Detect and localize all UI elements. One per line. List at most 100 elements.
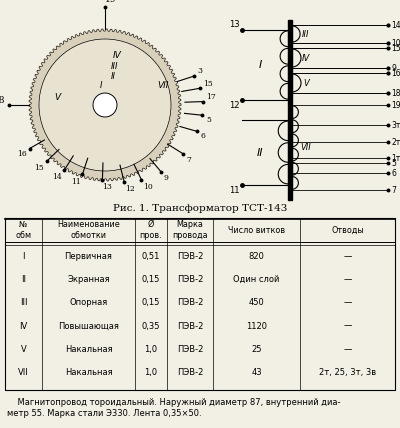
Text: 820: 820	[248, 252, 264, 261]
Text: 19: 19	[105, 0, 116, 3]
Circle shape	[83, 83, 127, 127]
Text: 17: 17	[206, 93, 216, 101]
Polygon shape	[288, 20, 292, 200]
Text: —: —	[343, 275, 352, 284]
Text: 12: 12	[230, 101, 240, 110]
Text: 0,35: 0,35	[142, 321, 160, 330]
Text: 6: 6	[391, 169, 396, 178]
Text: 43: 43	[251, 368, 262, 377]
Text: —: —	[343, 345, 352, 354]
Text: Один слой: Один слой	[233, 275, 280, 284]
Text: 3: 3	[198, 67, 203, 75]
Text: 0,15: 0,15	[142, 275, 160, 284]
Text: 6: 6	[201, 132, 206, 140]
Text: 0,15: 0,15	[142, 298, 160, 307]
Text: V: V	[54, 92, 60, 101]
Text: VII: VII	[157, 80, 169, 89]
Polygon shape	[39, 39, 171, 171]
Text: II: II	[110, 71, 116, 80]
Text: Число витков: Число витков	[228, 226, 285, 235]
Circle shape	[39, 39, 171, 171]
Text: 7: 7	[391, 185, 396, 194]
Text: Рис. 1. Трансформатор ТСТ-143: Рис. 1. Трансформатор ТСТ-143	[113, 203, 287, 212]
Text: VII: VII	[18, 368, 29, 377]
Text: 14: 14	[52, 173, 62, 181]
Text: 3т: 3т	[391, 121, 400, 130]
Text: Опорная: Опорная	[69, 298, 108, 307]
Text: ПЭВ-2: ПЭВ-2	[177, 298, 203, 307]
Text: Накальная: Накальная	[65, 368, 112, 377]
Text: ПЭВ-2: ПЭВ-2	[177, 321, 203, 330]
Text: 2т, 25, 3т, 3в: 2т, 25, 3т, 3в	[319, 368, 376, 377]
Text: 5: 5	[391, 158, 396, 167]
Text: 19: 19	[391, 101, 400, 110]
Text: 0,51: 0,51	[142, 252, 160, 261]
Text: —: —	[343, 298, 352, 307]
Circle shape	[51, 51, 159, 159]
Text: —: —	[343, 252, 352, 261]
Text: I: I	[258, 60, 262, 70]
Text: Наименование
обмотки: Наименование обмотки	[57, 220, 120, 240]
Text: 1т: 1т	[391, 154, 400, 163]
Polygon shape	[63, 63, 147, 147]
Text: 12: 12	[125, 185, 135, 193]
Text: 11: 11	[72, 178, 81, 186]
Text: №
обм: № обм	[16, 220, 32, 240]
Text: III: III	[20, 298, 27, 307]
Text: Экранная: Экранная	[67, 275, 110, 284]
Text: 9: 9	[163, 174, 168, 182]
Text: Повышающая: Повышающая	[58, 321, 119, 330]
Text: 1,0: 1,0	[144, 345, 158, 354]
Text: 1120: 1120	[246, 321, 267, 330]
Text: Первичная: Первичная	[64, 252, 112, 261]
Circle shape	[93, 93, 117, 117]
Text: I: I	[22, 252, 25, 261]
Text: 25: 25	[251, 345, 262, 354]
Text: ПЭВ-2: ПЭВ-2	[177, 275, 203, 284]
Text: 16: 16	[391, 68, 400, 77]
Text: 18: 18	[0, 96, 6, 105]
Polygon shape	[51, 51, 159, 159]
Circle shape	[63, 63, 147, 147]
Text: V: V	[21, 345, 26, 354]
Text: 14: 14	[391, 21, 400, 30]
Text: метр 55. Марка стали Э330. Лента 0,35×50.: метр 55. Марка стали Э330. Лента 0,35×50…	[7, 409, 202, 418]
Text: 13: 13	[102, 184, 112, 191]
Text: 15: 15	[391, 44, 400, 53]
Text: 7: 7	[186, 156, 191, 163]
Text: Ø
пров.: Ø пров.	[140, 220, 162, 240]
Text: 15: 15	[34, 163, 44, 172]
Polygon shape	[29, 29, 181, 181]
Text: 10: 10	[391, 39, 400, 48]
Text: 15: 15	[203, 80, 213, 88]
Text: III: III	[111, 62, 119, 71]
Text: ПЭВ-2: ПЭВ-2	[177, 345, 203, 354]
Text: V: V	[303, 78, 309, 87]
Polygon shape	[83, 83, 127, 127]
Text: 2т: 2т	[391, 137, 400, 146]
Text: 16: 16	[17, 150, 27, 158]
Text: 10: 10	[143, 183, 153, 191]
Text: II: II	[257, 148, 263, 158]
Text: ПЭВ-2: ПЭВ-2	[177, 368, 203, 377]
Text: IV: IV	[113, 51, 121, 59]
Text: IV: IV	[302, 54, 310, 62]
Text: II: II	[21, 275, 26, 284]
Text: —: —	[343, 321, 352, 330]
Text: 450: 450	[249, 298, 264, 307]
Polygon shape	[73, 73, 137, 137]
Text: 1,0: 1,0	[144, 368, 158, 377]
Circle shape	[73, 73, 137, 137]
Text: Отводы: Отводы	[331, 226, 364, 235]
Text: Марка
провода: Марка провода	[172, 220, 208, 240]
Text: III: III	[302, 30, 310, 39]
Text: 5: 5	[206, 116, 211, 124]
Text: 18: 18	[391, 89, 400, 98]
Text: 13: 13	[229, 20, 240, 29]
Text: 9: 9	[391, 63, 396, 72]
Text: VII: VII	[301, 143, 311, 152]
Text: Магнитопровод тороидальный. Наружный диаметр 87, внутренний диа-: Магнитопровод тороидальный. Наружный диа…	[7, 398, 340, 407]
Text: IV: IV	[19, 321, 28, 330]
Text: Накальная: Накальная	[65, 345, 112, 354]
Text: ПЭВ-2: ПЭВ-2	[177, 252, 203, 261]
